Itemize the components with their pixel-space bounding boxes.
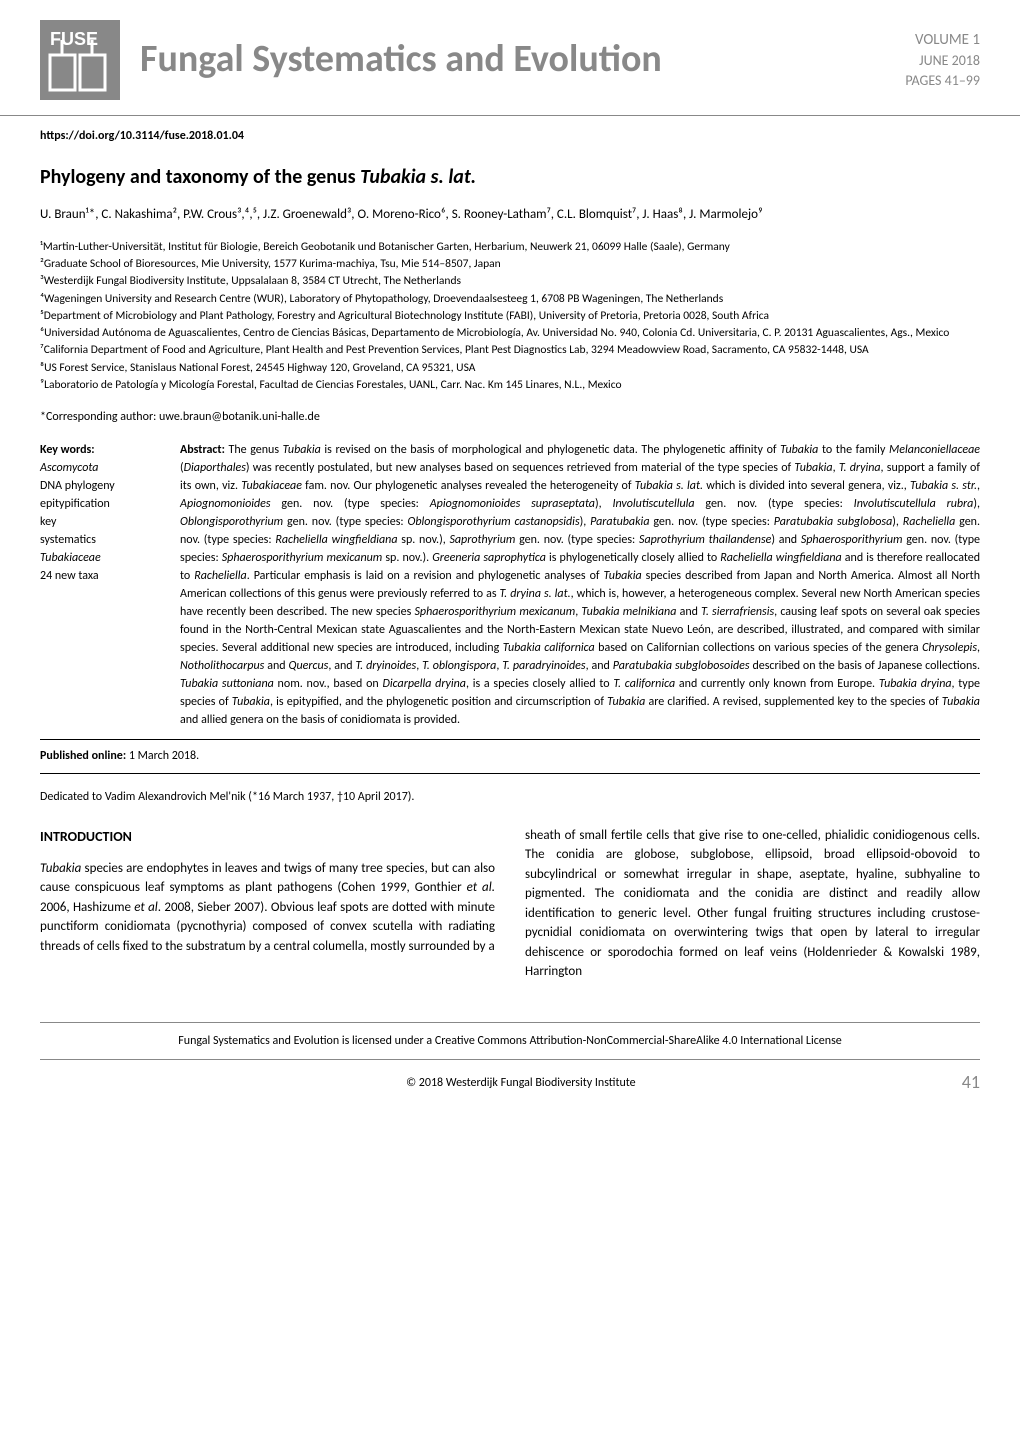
abstract-section: Key words: Ascomycota DNA phylogeny epit… [0,441,1020,739]
column-left: INTRODUCTION Tubakia species are endophy… [40,826,495,982]
title-italic: Tubakia s. lat. [360,165,476,189]
affiliation-1: ¹Martin-Luther-Universität, Institut für… [40,239,980,256]
page-number: 41 [962,1070,980,1095]
page-footer: © 2018 Westerdijk Fungal Biodiversity In… [0,1060,1020,1120]
corresponding-author: *Corresponding author: uwe.braun@botanik… [0,409,1020,441]
published-date: 1 March 2018. [126,749,199,763]
affiliation-8: ⁸US Forest Service, Stanislaus National … [40,360,980,377]
abstract-text: Abstract: The genus Tubakia is revised o… [180,441,980,729]
keyword-item: DNA phylogeny [40,477,180,495]
affiliation-3: ³Westerdijk Fungal Biodiversity Institut… [40,273,980,290]
doi-link[interactable]: https://doi.org/10.3114/fuse.2018.01.04 [0,116,1020,153]
keyword-item: systematics [40,531,180,549]
intro-text-col2: sheath of small fertile cells that give … [525,826,980,982]
affiliation-5: ⁵Department of Microbiology and Plant Pa… [40,308,980,325]
dedication: Dedicated to Vadim Alexandrovich Mel'nik… [0,774,1020,826]
affiliation-2: ²Graduate School of Bioresources, Mie Un… [40,256,980,273]
section-heading-introduction: INTRODUCTION [40,826,495,847]
keyword-item: 24 new taxa [40,567,180,585]
abstract-label: Abstract: [180,443,225,457]
affiliation-4: ⁴Wageningen University and Research Cent… [40,291,980,308]
journal-logo: FUSE [40,20,120,100]
issue-date: JUNE 2018 [905,51,980,71]
keyword-item: Ascomycota [40,459,180,477]
keyword-item: Tubakiaceae [40,549,180,567]
license-text: Fungal Systematics and Evolution is lice… [40,1022,980,1061]
abstract-body: The genus Tubakia is revised on the basi… [180,443,980,727]
volume-info: VOLUME 1 JUNE 2018 PAGES 41–99 [905,30,980,90]
volume-label: VOLUME 1 [905,30,980,51]
affiliation-7: ⁷California Department of Food and Agric… [40,342,980,359]
body-content: INTRODUCTION Tubakia species are endophy… [0,826,1020,1002]
keyword-item: epitypification [40,495,180,513]
keywords-header: Key words: [40,441,180,459]
title-main: Phylogeny and taxonomy of the genus [40,165,360,189]
copyright: © 2018 Westerdijk Fungal Biodiversity In… [80,1075,962,1092]
published-online: Published online: 1 March 2018. [0,740,1020,773]
published-label: Published online: [40,749,126,763]
article-title: Phylogeny and taxonomy of the genus Tuba… [0,153,1020,206]
affiliations: ¹Martin-Luther-Universität, Institut für… [0,239,1020,409]
author-list: U. Braun¹*, C. Nakashima², P.W. Crous³,⁴… [0,206,1020,239]
page-range: PAGES 41–99 [905,71,980,91]
intro-text-col1: Tubakia species are endophytes in leaves… [40,859,495,957]
journal-title: Fungal Systematics and Evolution [140,33,905,86]
keyword-item: key [40,513,180,531]
affiliation-6: ⁶Universidad Autónoma de Aguascalientes,… [40,325,980,342]
column-right: sheath of small fertile cells that give … [525,826,980,982]
keywords-block: Key words: Ascomycota DNA phylogeny epit… [40,441,180,729]
affiliation-9: ⁹Laboratorio de Patología y Micología Fo… [40,377,980,394]
page-header: FUSE Fungal Systematics and Evolution VO… [0,0,1020,116]
